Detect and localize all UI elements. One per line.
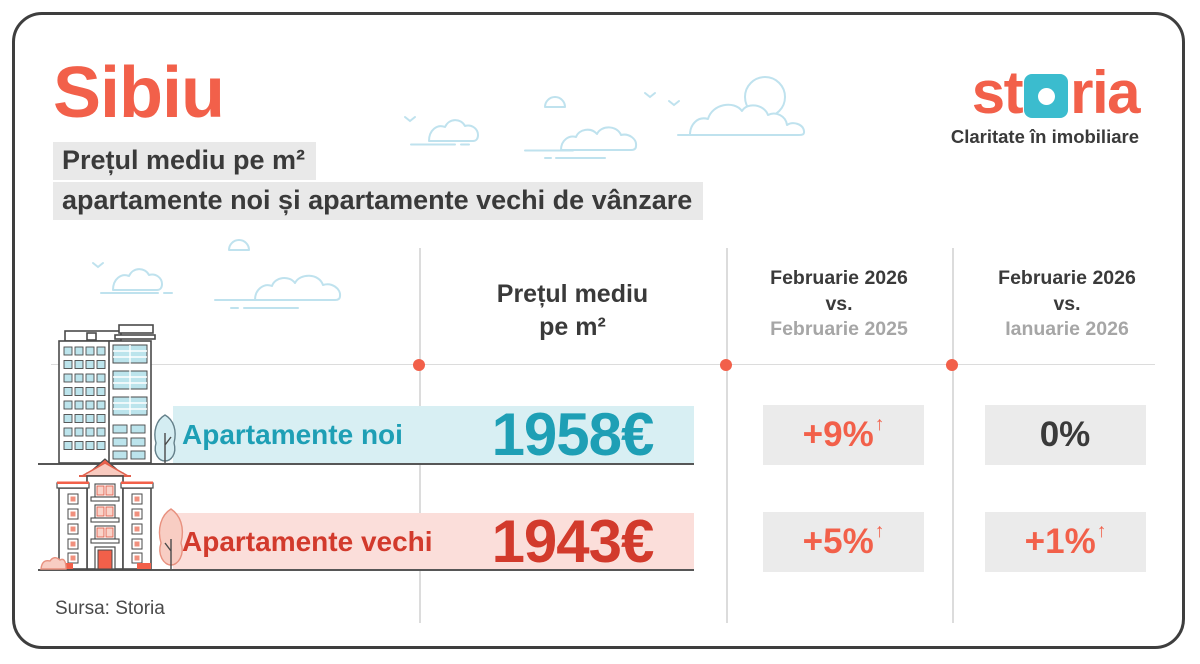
pct-value: +9% — [802, 415, 874, 454]
buildings-illustration — [40, 324, 184, 570]
header-line: Ianuarie 2026 — [1005, 318, 1129, 341]
new-building-illustration — [58, 324, 176, 485]
subtitle-line1: Prețul mediu pe m² — [53, 142, 317, 181]
logo-tagline: Claritate în imobiliare — [950, 126, 1139, 147]
row-label-old: Apartamente vechi — [182, 525, 433, 557]
header-line: Februarie 2025 — [770, 318, 908, 341]
storia-logo: st ria Claritate în imobiliare — [950, 59, 1141, 148]
header-line: pe m² — [539, 312, 606, 341]
timeline-dot — [413, 358, 425, 371]
row-band-new: Apartamente noi — [173, 406, 694, 464]
logo-text-left: st — [971, 59, 1024, 126]
timeline-line — [51, 363, 1155, 365]
ground-line — [38, 568, 694, 571]
row-band-old: Apartamente vechi — [173, 513, 694, 570]
pct-value: 0% — [1039, 415, 1091, 454]
ground-line — [38, 462, 694, 465]
up-arrow-icon: ↑ — [1096, 521, 1107, 543]
pct-value: +1% — [1024, 522, 1096, 561]
subtitle-line2: apartamente noi și apartamente vechi de … — [53, 182, 704, 221]
column-divider — [726, 248, 728, 623]
mom-old-box: +1% ↑ — [985, 512, 1146, 572]
logo-text-right: ria — [1070, 59, 1140, 126]
header-line: Februarie 2026 — [998, 267, 1136, 289]
bush-icon — [40, 557, 67, 570]
mom-column-header: Februarie 2026 vs. Ianuarie 2026 — [952, 266, 1182, 343]
clouds-top-icon — [404, 76, 806, 159]
infographic-card: Sibiu Prețul mediu pe m² apartamente noi… — [12, 12, 1185, 649]
row-label-new: Apartamente noi — [182, 419, 403, 450]
column-divider — [952, 248, 954, 623]
header-line: Prețul mediu — [496, 280, 649, 308]
up-arrow-icon: ↑ — [874, 521, 885, 543]
header-line: vs. — [1053, 292, 1081, 315]
header-line: vs. — [825, 292, 853, 315]
yoy-old-box: +5% ↑ — [763, 512, 924, 572]
timeline-dot — [946, 358, 958, 371]
mom-new-box: 0% — [985, 405, 1146, 465]
logo-circle-icon — [1037, 87, 1055, 105]
timeline-dot — [720, 358, 732, 371]
header-line: Februarie 2026 — [770, 267, 908, 289]
source-text: Sursa: Storia — [55, 598, 165, 619]
price-old: 1943€ — [491, 508, 655, 575]
yoy-column-header: Februarie 2026 vs. Februarie 2025 — [726, 266, 952, 343]
price-new: 1958€ — [491, 401, 655, 468]
old-building-illustration — [40, 462, 184, 570]
logo-o-square-icon — [1024, 74, 1069, 118]
up-arrow-icon: ↑ — [874, 414, 885, 436]
page-title: Sibiu — [53, 53, 225, 133]
price-column-header: Prețul mediu pe m² — [419, 278, 726, 343]
clouds-left-icon — [92, 239, 342, 309]
yoy-new-box: +9% ↑ — [763, 405, 924, 465]
pct-value: +5% — [802, 522, 874, 561]
